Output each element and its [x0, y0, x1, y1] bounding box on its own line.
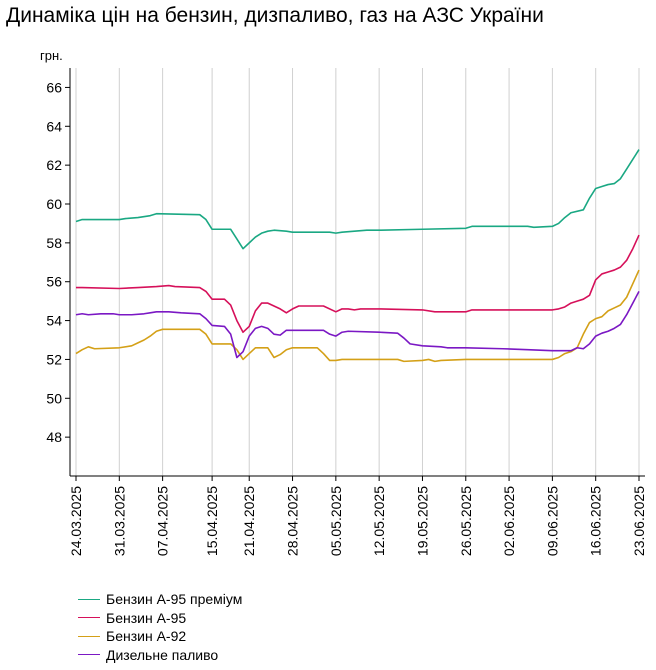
x-tick-label: 16.06.2025 — [588, 486, 604, 556]
x-tick-label: 09.06.2025 — [544, 486, 560, 556]
y-tick-label: 62 — [46, 157, 62, 173]
series-line-4 — [75, 291, 640, 359]
y-tick-label: 60 — [46, 196, 62, 212]
chart-title: Динаміка цін на бензин, дизпаливо, газ н… — [6, 4, 544, 27]
x-tick-label: 28.04.2025 — [285, 486, 301, 556]
x-tick-label: 24.03.2025 — [68, 486, 84, 556]
series-line-3 — [75, 269, 640, 363]
legend-item: Бензин А-95 преміум — [78, 590, 242, 609]
legend-label: Бензин А-95 — [106, 609, 187, 626]
series-lines — [75, 149, 640, 363]
tick-labels: 24.03.2025 31.03.2025 07.04.2025 15.04.2025… — [40, 48, 647, 556]
x-tick-label: 23.06.2025 — [631, 486, 647, 556]
grid — [75, 68, 640, 476]
x-tick-label: 12.05.2025 — [371, 486, 387, 556]
x-tick-label: 26.05.2025 — [458, 486, 474, 556]
y-tick-label: 66 — [46, 79, 62, 95]
y-tick-label: 56 — [46, 274, 62, 290]
y-axis-label: грн. — [40, 48, 63, 63]
y-tick-label: 48 — [46, 429, 62, 445]
x-tick-label: 15.04.2025 — [204, 486, 220, 556]
y-tick-label: 58 — [46, 235, 62, 251]
y-tick-label: 50 — [46, 390, 62, 406]
legend: Бензин А-95 преміум Бензин А-95 Бензин А-9… — [78, 590, 242, 664]
axes — [65, 68, 645, 481]
legend-swatch — [78, 654, 100, 656]
legend-item: Бензин А-95 — [78, 609, 242, 628]
legend-item: Бензин А-92 — [78, 627, 242, 646]
series-line-2 — [76, 234, 640, 334]
y-tick-label: 52 — [46, 351, 62, 367]
legend-swatch — [78, 617, 100, 619]
y-tick-label: 64 — [46, 118, 62, 134]
legend-swatch — [78, 598, 100, 600]
series-line-1 — [75, 149, 640, 250]
x-tick-label: 19.05.2025 — [414, 486, 430, 556]
x-tick-label: 02.06.2025 — [501, 486, 517, 556]
x-tick-label: 21.04.2025 — [241, 486, 257, 556]
legend-item: Дизельне паливо — [78, 646, 242, 665]
legend-swatch — [78, 635, 100, 637]
x-tick-label: 05.05.2025 — [328, 486, 344, 556]
x-tick-label: 07.04.2025 — [155, 486, 171, 556]
legend-label: Дизельне паливо — [106, 646, 219, 663]
legend-label: Бензин А-92 — [106, 628, 187, 645]
y-tick-label: 54 — [46, 313, 62, 329]
x-tick-label: 31.03.2025 — [111, 486, 127, 556]
legend-label: Бензин А-95 преміум — [106, 591, 243, 608]
